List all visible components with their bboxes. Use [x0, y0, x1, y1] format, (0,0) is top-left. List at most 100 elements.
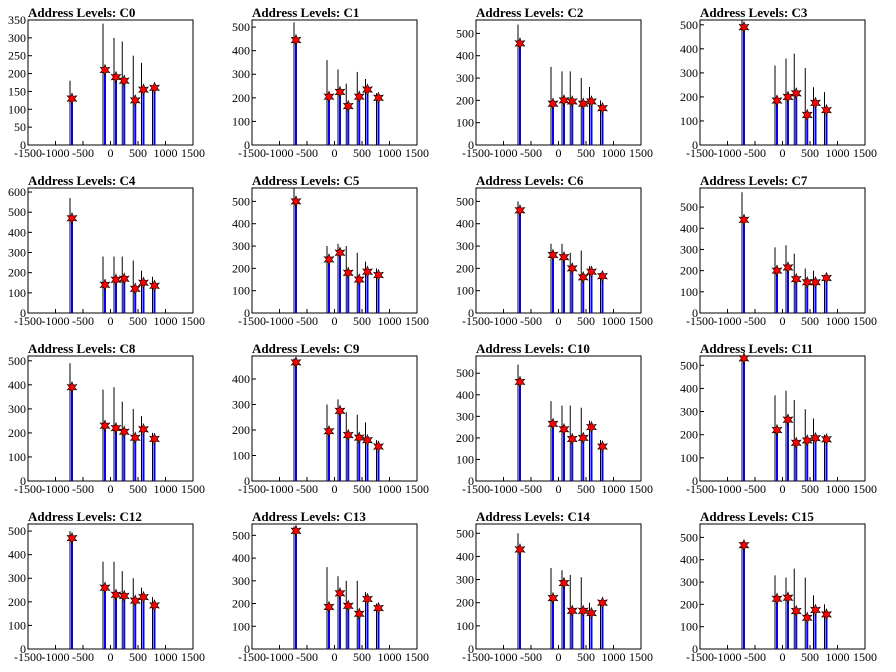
- level-marker: [782, 591, 794, 604]
- level-marker: [810, 275, 821, 289]
- x-tick-label: 500: [577, 146, 595, 160]
- y-tick-label: 100: [680, 285, 698, 299]
- level-marker: [290, 195, 302, 208]
- x-tick-label: -1000: [714, 482, 742, 496]
- x-tick-label: -500: [72, 146, 94, 160]
- x-tick-label: -500: [744, 482, 766, 496]
- level-marker: [558, 94, 570, 107]
- y-tick-label: 400: [680, 553, 698, 567]
- y-tick-label: 400: [232, 44, 250, 58]
- level-marker: [373, 268, 384, 282]
- chart-panel-6: Address Levels: C60100200300400500-1500-…: [456, 173, 653, 328]
- level-marker: [597, 269, 608, 283]
- level-marker: [738, 352, 750, 365]
- level-marker: [110, 588, 122, 602]
- plot-frame: [475, 187, 642, 314]
- y-tick-label: 500: [232, 194, 250, 208]
- level-marker: [597, 596, 608, 610]
- y-tick-label: 0: [468, 138, 474, 152]
- level-marker: [99, 278, 111, 292]
- chart-panel-14: Address Levels: C14 0 100 200 300 400 500 -1500…: [456, 509, 653, 664]
- level-marker: [738, 213, 750, 227]
- y-tick-label: 500: [8, 205, 26, 219]
- plot-frame: [27, 187, 194, 314]
- level-marker: [334, 246, 346, 260]
- level-marker: [149, 81, 160, 95]
- x-tick-label: -1000: [42, 314, 70, 328]
- level-marker: [118, 74, 130, 88]
- level-marker: [99, 63, 111, 77]
- x-tick-label: -1000: [714, 314, 742, 328]
- x-tick-label: -500: [520, 314, 542, 328]
- x-tick-label: -1500: [462, 146, 490, 160]
- chart-title: Address Levels: C9: [252, 341, 360, 356]
- x-tick-label: 1000: [154, 650, 178, 664]
- y-tick-label: 200: [8, 426, 26, 440]
- level-marker: [138, 276, 149, 290]
- y-tick-label: 0: [692, 474, 698, 488]
- y-tick-label: 600: [8, 185, 26, 199]
- y-tick-label: 0: [244, 474, 250, 488]
- plot-frame: [475, 523, 642, 650]
- x-tick-label: 500: [129, 314, 147, 328]
- y-tick-label: 400: [232, 551, 250, 565]
- level-marker: [373, 601, 384, 615]
- y-tick-label: 400: [680, 221, 698, 235]
- x-tick-label: -1500: [238, 146, 266, 160]
- chart-title: Address Levels: C8: [28, 341, 136, 356]
- level-marker: [334, 587, 346, 600]
- level-marker: [801, 108, 813, 122]
- level-marker: [66, 92, 78, 105]
- y-tick-label: 50: [14, 120, 26, 134]
- level-marker: [373, 91, 384, 105]
- y-tick-label: 100: [456, 619, 474, 633]
- level-marker: [334, 404, 346, 418]
- x-tick-label: 1500: [853, 482, 877, 496]
- x-tick-label: 1000: [154, 314, 178, 328]
- chart-panel-11: Address Levels: C11 0 100 200 300 400 500 -1500…: [680, 341, 877, 496]
- chart-panel-3: Address Levels: C30100200300400500-1500-…: [680, 5, 877, 160]
- x-tick-label: 1000: [602, 650, 626, 664]
- y-tick-label: 350: [8, 13, 26, 27]
- y-tick-label: 300: [456, 573, 474, 587]
- x-tick-label: 1000: [154, 482, 178, 496]
- x-tick-label: 0: [780, 146, 786, 160]
- level-marker: [566, 262, 578, 275]
- y-tick-label: 300: [456, 409, 474, 423]
- x-tick-label: 1000: [602, 314, 626, 328]
- x-tick-label: -1000: [266, 650, 294, 664]
- level-marker: [110, 70, 122, 84]
- chart-panel-12: Address Levels: C12 0 100 200 300 400 500 -1500…: [8, 509, 205, 664]
- y-tick-label: 0: [20, 474, 26, 488]
- level-marker: [149, 599, 160, 612]
- plot-frame: [251, 523, 418, 650]
- level-marker: [149, 432, 160, 446]
- y-tick-label: 300: [8, 402, 26, 416]
- level-marker: [66, 380, 78, 394]
- y-tick-label: 200: [232, 597, 250, 611]
- level-marker: [577, 270, 589, 284]
- x-tick-label: -1500: [238, 482, 266, 496]
- x-tick-label: 1500: [629, 482, 653, 496]
- y-tick-label: 100: [8, 450, 26, 464]
- x-tick-label: 500: [577, 314, 595, 328]
- chart-title: Address Levels: C4: [28, 173, 136, 188]
- x-tick-label: 1000: [826, 482, 850, 496]
- level-marker: [353, 273, 365, 286]
- level-marker: [514, 375, 526, 389]
- x-tick-label: 1500: [405, 650, 429, 664]
- level-marker: [118, 589, 130, 603]
- level-marker: [353, 431, 365, 444]
- x-tick-label: 500: [129, 146, 147, 160]
- x-tick-label: 1500: [405, 314, 429, 328]
- x-tick-label: 1500: [181, 482, 205, 496]
- level-marker: [323, 600, 335, 614]
- level-marker: [290, 524, 302, 538]
- x-tick-label: -1500: [14, 650, 42, 664]
- level-marker: [514, 204, 526, 217]
- x-tick-label: -1000: [266, 146, 294, 160]
- level-marker: [342, 99, 354, 113]
- level-marker: [586, 420, 597, 434]
- y-tick-label: 500: [232, 20, 250, 34]
- level-marker: [129, 282, 141, 296]
